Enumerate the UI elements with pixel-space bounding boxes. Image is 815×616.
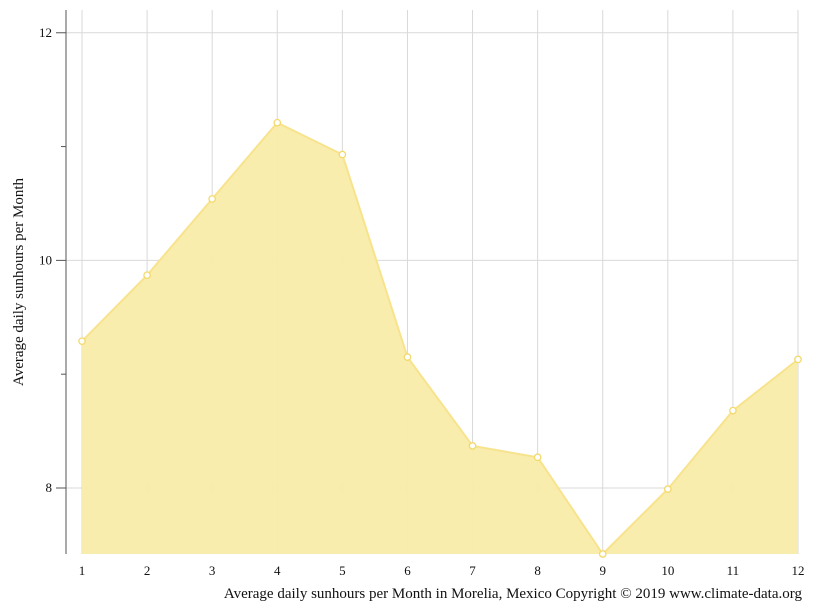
axis-layer [56,10,67,554]
data-point-month-3 [208,195,217,203]
x-tick-label-1: 1 [79,563,86,578]
x-tick-label-9: 9 [599,563,606,578]
data-point-month-7 [468,442,477,450]
x-tick-label-7: 7 [469,563,476,578]
data-point-month-2 [143,271,151,280]
data-point-month-12 [794,355,802,364]
sunhours-series-line [81,121,799,556]
chart-caption: Average daily sunhours per Month in More… [224,586,803,602]
data-point-month-11 [729,406,737,415]
data-point-month-10 [663,485,672,493]
area-layer [81,121,799,556]
x-tick-label-5: 5 [339,563,346,578]
x-tick-label-11: 11 [727,563,740,578]
x-tick-label-4: 4 [274,563,281,578]
sunhours-area-fill [82,122,798,554]
x-tick-label-12: 12 [792,563,805,578]
data-point-month-6 [403,353,412,361]
y-tick-label-10: 10 [39,252,52,267]
x-tick-label-6: 6 [404,563,411,578]
data-point-month-5 [338,150,347,159]
y-tick-label-8: 8 [46,480,53,495]
marker-layer [78,118,802,558]
y-tick-label-12: 12 [39,25,52,40]
x-tick-label-3: 3 [209,563,216,578]
data-point-month-9 [598,550,607,558]
data-point-month-8 [533,453,542,462]
x-tick-label-2: 2 [144,563,151,578]
x-tick-label-10: 10 [661,563,674,578]
data-point-month-1 [78,337,86,346]
y-axis-label: Average daily sunhours per Month [11,178,27,387]
data-point-month-4 [273,118,282,127]
x-tick-label-8: 8 [534,563,541,578]
